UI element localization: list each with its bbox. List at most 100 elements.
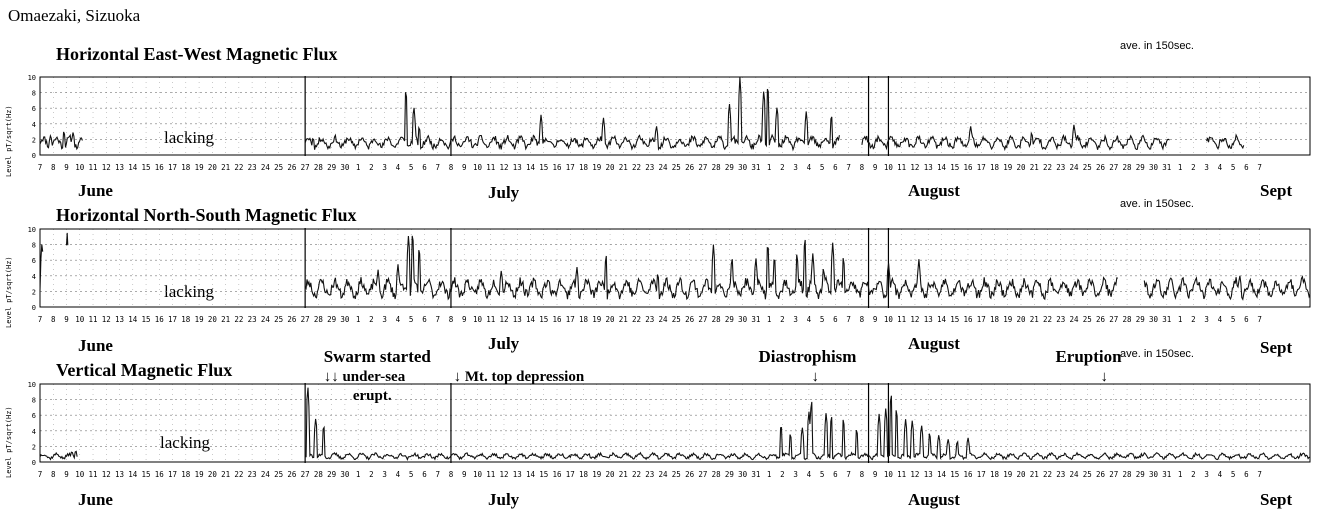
x-tick-label: 28 (314, 163, 324, 172)
x-tick-label: 30 (738, 470, 748, 479)
x-tick-label: 29 (327, 315, 336, 324)
x-tick-label: 17 (977, 470, 986, 479)
x-tick-label: 27 (301, 470, 310, 479)
x-tick-label: 6 (833, 470, 838, 479)
x-tick-label: 14 (128, 470, 138, 479)
x-tick-label: 1 (356, 163, 361, 172)
x-tick-label: 1 (767, 163, 772, 172)
x-tick-label: 21 (221, 163, 230, 172)
x-tick-label: 10 (884, 470, 894, 479)
x-tick-label: 4 (807, 470, 812, 479)
x-tick-label: 23 (1056, 163, 1065, 172)
x-tick-label: 19 (195, 163, 204, 172)
x-tick-label: 17 (566, 315, 575, 324)
x-tick-label: 30 (1149, 470, 1159, 479)
x-tick-label: 20 (208, 163, 218, 172)
x-tick-label: 8 (449, 470, 454, 479)
x-tick-label: 4 (1218, 315, 1223, 324)
x-tick-label: 25 (274, 470, 283, 479)
x-tick-label: 10 (75, 470, 85, 479)
x-tick-label: 29 (327, 163, 336, 172)
x-tick-label: 7 (38, 315, 43, 324)
plot-frame (39, 383, 1311, 463)
x-tick-label: 21 (619, 315, 628, 324)
y-tick-label: 0 (32, 459, 36, 467)
panel-1-month-june: June (78, 181, 113, 200)
x-tick-label: 21 (221, 470, 230, 479)
x-tick-label: 9 (462, 470, 467, 479)
x-tick-label: 16 (155, 163, 165, 172)
x-tick-label: 20 (1016, 470, 1026, 479)
x-tick-label: 6 (833, 315, 838, 324)
x-tick-label: 24 (659, 163, 669, 172)
panel-2-month-june: June (78, 336, 113, 355)
x-tick-label: 13 (924, 163, 933, 172)
x-tick-label: 9 (462, 163, 467, 172)
x-tick-label: 28 (1123, 315, 1133, 324)
panel-3-month-sept: Sept (1260, 490, 1293, 509)
x-tick-label: 2 (780, 315, 785, 324)
x-tick-label: 26 (287, 315, 297, 324)
x-tick-label: 24 (1070, 470, 1080, 479)
x-tick-label: 23 (248, 470, 257, 479)
x-tick-label: 5 (820, 315, 825, 324)
x-tick-label: 20 (208, 470, 218, 479)
x-tick-label: 30 (340, 163, 350, 172)
panel-1-note: ave. in 150sec. (1120, 40, 1194, 52)
x-tick-label: 28 (712, 470, 722, 479)
x-tick-label: 15 (142, 163, 151, 172)
x-tick-label: 8 (449, 315, 454, 324)
x-tick-label: 18 (990, 315, 1000, 324)
x-tick-label: 21 (619, 470, 628, 479)
annotation-label: Diastrophism (759, 347, 857, 366)
x-tick-label: 29 (725, 470, 734, 479)
y-tick-label: 8 (32, 242, 36, 250)
x-tick-label: 16 (963, 315, 973, 324)
annotation-label: Swarm started (324, 347, 432, 366)
x-tick-label: 14 (937, 163, 947, 172)
x-tick-label: 15 (950, 470, 959, 479)
x-tick-label: 19 (592, 315, 601, 324)
x-tick-label: 22 (1043, 163, 1052, 172)
x-tick-label: 5 (409, 315, 414, 324)
x-tick-label: 10 (473, 315, 483, 324)
x-tick-label: 22 (234, 470, 243, 479)
x-tick-label: 4 (807, 163, 812, 172)
x-tick-label: 9 (873, 163, 878, 172)
panel-2-lacking-label: lacking (164, 282, 215, 301)
x-tick-label: 16 (552, 163, 562, 172)
x-tick-label: 18 (181, 315, 191, 324)
x-tick-label: 20 (606, 470, 616, 479)
x-tick-label: 29 (725, 163, 734, 172)
panel-1-month-august: August (908, 181, 960, 200)
annotation-label: ↓ Mt. top depression (454, 369, 585, 385)
x-tick-label: 22 (1043, 470, 1052, 479)
x-tick-label: 5 (409, 163, 414, 172)
x-tick-label: 1 (767, 315, 772, 324)
y-tick-label: 10 (28, 74, 36, 82)
x-tick-label: 8 (860, 315, 865, 324)
x-tick-label: 30 (738, 315, 748, 324)
x-tick-label: 26 (287, 163, 297, 172)
x-tick-label: 17 (977, 163, 986, 172)
x-tick-label: 1 (356, 470, 361, 479)
x-tick-label: 9 (462, 315, 467, 324)
x-tick-label: 13 (924, 470, 933, 479)
y-tick-label: 6 (32, 257, 36, 265)
x-tick-label: 31 (751, 470, 760, 479)
x-tick-label: 19 (1003, 470, 1012, 479)
x-tick-label: 2 (369, 470, 374, 479)
x-tick-label: 7 (846, 470, 851, 479)
x-tick-label: 29 (1136, 315, 1145, 324)
x-tick-label: 2 (369, 315, 374, 324)
x-tick-label: 5 (1231, 163, 1236, 172)
x-tick-label: 14 (937, 315, 947, 324)
x-tick-label: 6 (833, 163, 838, 172)
x-tick-label: 3 (793, 163, 798, 172)
x-tick-label: 27 (1109, 315, 1118, 324)
y-tick-label: 8 (32, 397, 36, 405)
x-tick-label: 25 (274, 163, 283, 172)
x-tick-label: 27 (1109, 163, 1118, 172)
x-tick-label: 13 (513, 315, 522, 324)
x-tick-label: 20 (1016, 315, 1026, 324)
